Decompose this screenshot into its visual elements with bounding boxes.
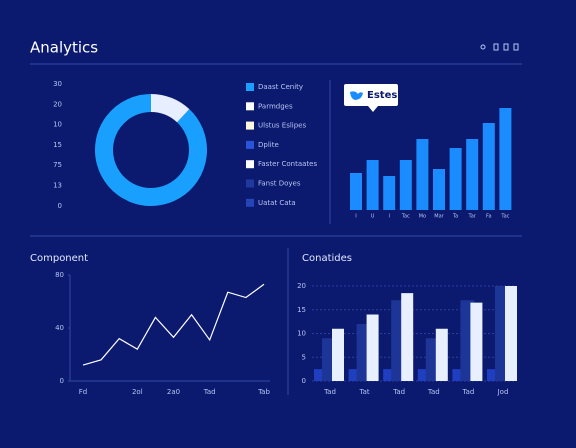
donut-segment — [95, 94, 207, 206]
tooltip-box — [344, 84, 398, 106]
x-tick-label: Tad — [323, 388, 336, 396]
x-tick-label: Tac — [500, 214, 509, 220]
tooltip-pointer — [368, 106, 378, 112]
legend-label: Ulstus Eslipes — [258, 122, 306, 130]
x-tick-label: Tar — [468, 214, 477, 220]
icon[interactable] — [503, 43, 509, 51]
bar — [383, 176, 396, 210]
bar — [499, 108, 512, 210]
side-label: 30 — [53, 80, 62, 88]
bar — [401, 293, 414, 381]
y-tick-label: 20 — [297, 282, 306, 290]
bar — [482, 123, 495, 210]
bar — [452, 369, 463, 381]
x-tick-label: 2ol — [132, 388, 143, 396]
bird-icon — [350, 91, 363, 100]
x-tick-label: Mar — [434, 214, 444, 220]
side-label: 20 — [53, 100, 62, 108]
x-tick-label: Tad — [203, 388, 216, 396]
legend-label: Daast Cenity — [258, 83, 303, 91]
y-tick-label: 5 — [302, 353, 306, 361]
x-tick-label: I — [355, 214, 356, 220]
x-tick-label: Tad — [427, 388, 440, 396]
legend-swatch — [246, 102, 254, 111]
legend-swatch — [246, 140, 254, 149]
side-label: 75 — [53, 161, 62, 169]
x-tick-label: Tac — [401, 214, 410, 220]
bar — [487, 369, 497, 381]
bar — [449, 148, 462, 210]
line — [82, 283, 265, 366]
icon[interactable] — [480, 44, 486, 50]
bar — [383, 369, 394, 381]
bar — [366, 314, 379, 381]
x-tick-label: Fd — [79, 388, 87, 396]
legend-swatch — [246, 198, 254, 207]
tooltip: Estes — [344, 84, 398, 112]
bar — [348, 369, 359, 381]
legend-swatch — [246, 179, 254, 188]
legend-swatch — [246, 121, 254, 130]
side-label: 0 — [58, 202, 62, 210]
bar — [470, 302, 483, 381]
x-tick-label: I — [388, 214, 389, 220]
x-tick-label: Fa — [486, 214, 491, 220]
x-tick-label: Tab — [257, 388, 270, 396]
y-tick-label: 40 — [55, 324, 64, 332]
icon[interactable] — [513, 43, 519, 51]
bar — [314, 369, 324, 381]
bar — [417, 369, 428, 381]
bar — [366, 160, 379, 210]
tooltip-text: Estes — [367, 90, 397, 101]
y-tick-label: 80 — [55, 271, 64, 279]
bar — [350, 173, 362, 210]
legend-swatch — [246, 83, 254, 91]
side-label: 15 — [53, 141, 62, 149]
bar — [332, 328, 344, 381]
legend-label: Dplite — [258, 141, 279, 149]
side-label: 13 — [53, 182, 62, 190]
y-tick-label: 0 — [302, 377, 306, 385]
y-tick-label: 0 — [60, 377, 64, 385]
legend-swatch — [246, 160, 254, 169]
x-tick-label: Tat — [359, 388, 370, 396]
x-tick-label: U — [371, 214, 375, 220]
bar — [466, 139, 479, 210]
panel-title: Conatides — [302, 253, 352, 264]
y-tick-label: 15 — [297, 306, 306, 314]
legend-label: Uatat Cata — [258, 199, 296, 207]
icon[interactable] — [493, 43, 499, 51]
donut-segment — [150, 94, 190, 123]
bar — [399, 160, 412, 210]
dividers — [30, 63, 522, 395]
bar — [505, 286, 517, 381]
x-tick-label: Mo — [419, 214, 426, 220]
header-icons — [480, 43, 519, 51]
header-title: Analytics — [30, 39, 98, 57]
legend-label: Fanst Doyes — [258, 180, 301, 188]
x-tick-label: Jod — [497, 388, 509, 396]
x-tick-label: Tad — [392, 388, 405, 396]
x-tick-label: Tad — [461, 388, 474, 396]
legend-label: Faster Contaates — [258, 160, 317, 168]
side-label: 10 — [53, 121, 62, 129]
panel-title: Component — [30, 253, 88, 264]
bar — [433, 169, 445, 210]
y-tick-label: 10 — [297, 330, 306, 338]
x-tick-label: 2a0 — [167, 388, 180, 396]
bar — [416, 139, 429, 210]
legend-label: Parmdges — [258, 102, 293, 110]
bar — [435, 328, 448, 381]
x-tick-label: Ta — [452, 214, 458, 220]
